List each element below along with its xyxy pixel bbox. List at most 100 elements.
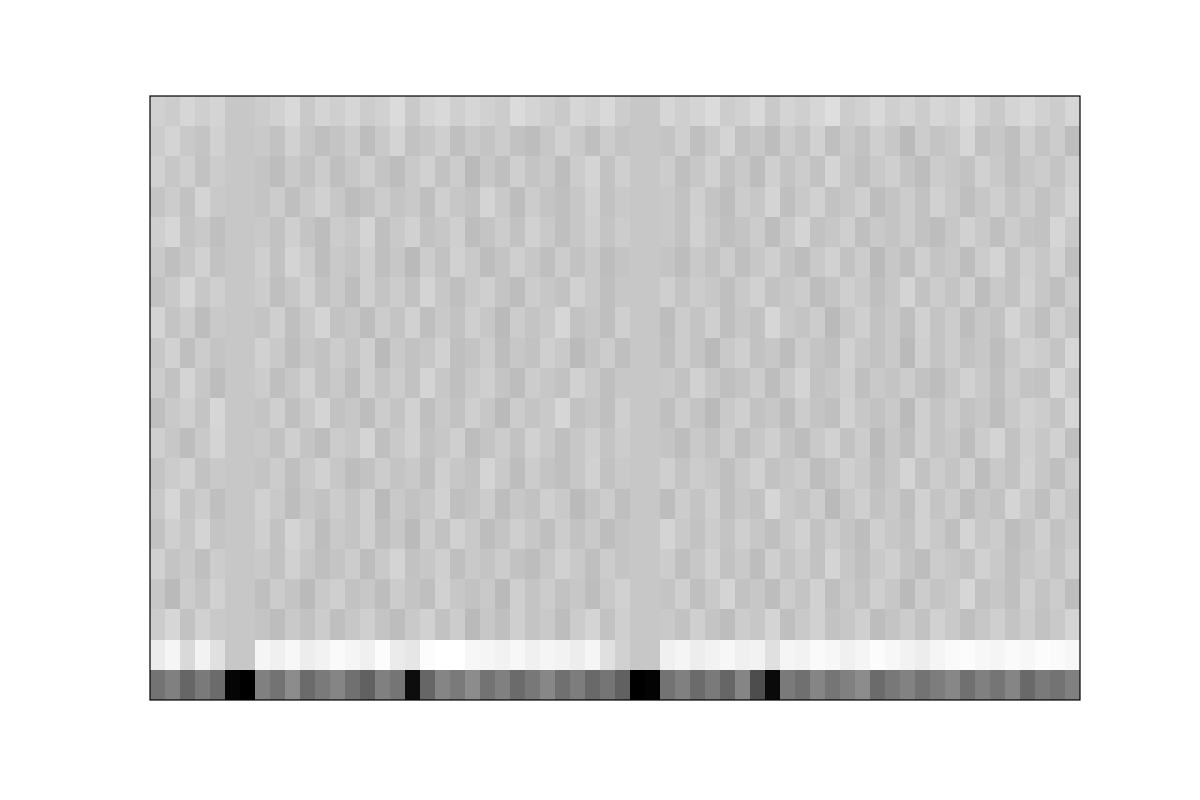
heatmap-cell [165, 247, 180, 277]
heatmap-cell [420, 579, 435, 609]
heatmap-cell [540, 458, 555, 488]
heatmap-cell [345, 126, 360, 156]
heatmap-cell [450, 458, 465, 488]
heatmap-cell [195, 338, 210, 368]
heatmap-cell [210, 398, 225, 428]
heatmap-cell [570, 519, 585, 549]
heatmap-cell [705, 156, 720, 186]
heatmap-cell [885, 307, 900, 337]
heatmap-cell [1065, 126, 1080, 156]
heatmap-cell [420, 247, 435, 277]
heatmap-cell [555, 247, 570, 277]
heatmap-cell [765, 156, 780, 186]
heatmap-cell [525, 96, 540, 126]
heatmap-cell [885, 489, 900, 519]
heatmap-cell [660, 398, 675, 428]
heatmap-cell [825, 458, 840, 488]
heatmap-cell [810, 247, 825, 277]
heatmap-cell [765, 338, 780, 368]
heatmap-cell [855, 670, 870, 700]
heatmap-cell [945, 640, 960, 670]
heatmap-cell [555, 217, 570, 247]
heatmap-cell [810, 398, 825, 428]
heatmap-cell [450, 96, 465, 126]
heatmap-cell [930, 640, 945, 670]
heatmap-cell [495, 549, 510, 579]
heatmap-cell [330, 126, 345, 156]
heatmap-cell [825, 217, 840, 247]
heatmap-cell [495, 187, 510, 217]
heatmap-cell [315, 156, 330, 186]
heatmap-cell [345, 156, 360, 186]
heatmap-cell [480, 458, 495, 488]
heatmap-cell [525, 156, 540, 186]
heatmap-cell [315, 187, 330, 217]
heatmap-cell [465, 247, 480, 277]
heatmap-cell [855, 126, 870, 156]
heatmap-cell [825, 670, 840, 700]
heatmap-cell [525, 549, 540, 579]
heatmap-cell [720, 277, 735, 307]
heatmap-cell [1065, 428, 1080, 458]
heatmap-cell [435, 458, 450, 488]
heatmap-cell [540, 579, 555, 609]
heatmap-cell [495, 398, 510, 428]
heatmap-cell [1020, 519, 1035, 549]
heatmap-cell [1035, 338, 1050, 368]
heatmap-cell [420, 458, 435, 488]
heatmap-cell [735, 96, 750, 126]
heatmap-cell [615, 398, 630, 428]
heatmap-cell [465, 579, 480, 609]
heatmap-cell [840, 156, 855, 186]
heatmap-cell [555, 307, 570, 337]
heatmap-cell [285, 126, 300, 156]
heatmap-cell [360, 338, 375, 368]
heatmap-cell [330, 398, 345, 428]
heatmap-cell [300, 458, 315, 488]
heatmap-cell [315, 670, 330, 700]
heatmap-cell [630, 519, 645, 549]
heatmap-cell [885, 338, 900, 368]
heatmap-cell [360, 398, 375, 428]
heatmap-cell [750, 458, 765, 488]
heatmap-cell [195, 519, 210, 549]
heatmap-cell [540, 187, 555, 217]
heatmap-cell [300, 96, 315, 126]
heatmap-cell [285, 338, 300, 368]
heatmap-cell [720, 458, 735, 488]
heatmap-cell [1005, 307, 1020, 337]
heatmap-cell [255, 519, 270, 549]
heatmap-cell [615, 458, 630, 488]
heatmap-cell [885, 609, 900, 639]
heatmap-cell [705, 217, 720, 247]
heatmap-cell [375, 368, 390, 398]
heatmap-cell [345, 247, 360, 277]
heatmap-cell [420, 519, 435, 549]
heatmap-cell [480, 217, 495, 247]
heatmap-cell [420, 609, 435, 639]
heatmap-cell [720, 398, 735, 428]
heatmap-cell [540, 96, 555, 126]
heatmap-cell [870, 307, 885, 337]
heatmap-cell [435, 277, 450, 307]
heatmap-cell [225, 126, 240, 156]
heatmap-cell [810, 428, 825, 458]
heatmap-cell [540, 640, 555, 670]
heatmap-cell [780, 428, 795, 458]
heatmap-cell [840, 277, 855, 307]
heatmap-cell [870, 217, 885, 247]
heatmap-cell [390, 338, 405, 368]
heatmap-cell [900, 217, 915, 247]
heatmap-cell [375, 519, 390, 549]
heatmap-cell [345, 670, 360, 700]
heatmap-cell [510, 458, 525, 488]
heatmap-cell [1020, 368, 1035, 398]
heatmap-cell [240, 428, 255, 458]
heatmap-cell [1020, 156, 1035, 186]
heatmap-cell [315, 428, 330, 458]
heatmap-cell [585, 609, 600, 639]
heatmap-cell [825, 428, 840, 458]
heatmap-cell [510, 277, 525, 307]
heatmap-cell [870, 338, 885, 368]
heatmap-cell [510, 579, 525, 609]
